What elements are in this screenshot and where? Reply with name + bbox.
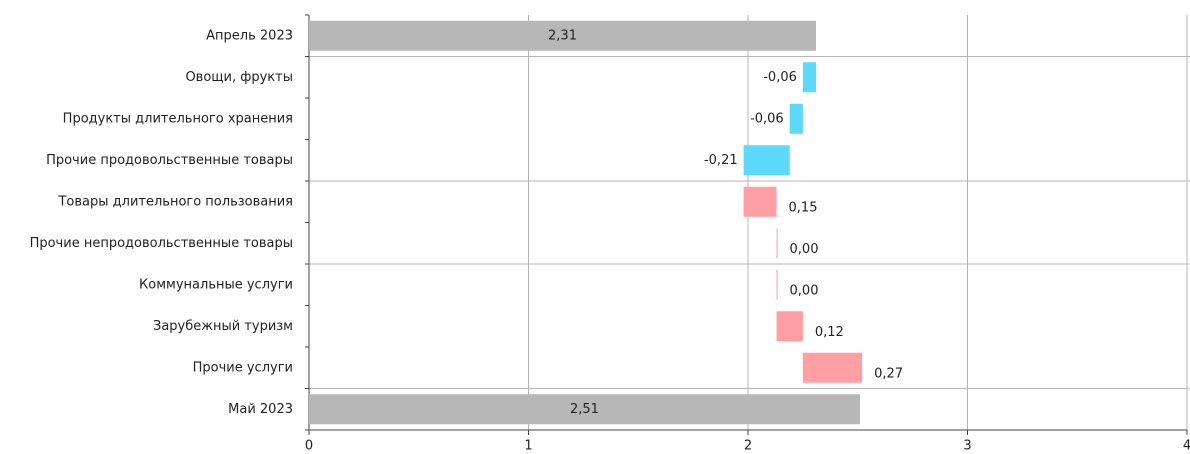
value-label: 2,51: [570, 402, 599, 417]
x-tick-label: 0: [305, 439, 313, 454]
value-label: 0,27: [874, 366, 903, 381]
bar: [776, 228, 778, 259]
value-label: 2,31: [548, 28, 577, 43]
y-tick-label: Прочие непродовольственные товары: [30, 236, 293, 251]
value-label: 0,00: [790, 242, 819, 257]
x-tick-label: 3: [963, 439, 971, 454]
x-tick-label: 2: [744, 439, 752, 454]
bar: [776, 269, 778, 300]
y-tick-label: Апрель 2023: [206, 28, 293, 43]
y-tick-label: Май 2023: [228, 402, 293, 417]
value-label: 0,12: [815, 325, 844, 340]
y-tick-label: Овощи, фрукты: [185, 70, 293, 85]
y-tick-label: Продукты длительного хранения: [63, 111, 293, 126]
y-tick-label: Коммунальные услуги: [139, 277, 293, 292]
bar: [309, 394, 860, 425]
x-tick-label: 1: [524, 439, 532, 454]
x-tick-label: 4: [1183, 439, 1190, 454]
separators: [309, 56, 1190, 389]
value-label: -0,06: [750, 111, 784, 126]
y-tick-label: Товары длительного пользования: [57, 194, 293, 209]
bar: [789, 103, 803, 134]
bar: [743, 145, 790, 176]
y-tick-label: Прочие услуги: [193, 360, 293, 375]
y-tick-label: Зарубежный туризм: [153, 319, 293, 334]
value-label: 0,00: [790, 283, 819, 298]
bar: [776, 311, 803, 342]
y-tick-label: Прочие продовольственные товары: [46, 153, 293, 168]
bar: [802, 62, 817, 93]
value-label: -0,06: [763, 70, 797, 85]
bar: [743, 186, 777, 217]
value-label: 0,15: [789, 200, 818, 215]
value-label: -0,21: [704, 153, 738, 168]
bar: [802, 352, 863, 383]
bar: [309, 20, 817, 51]
